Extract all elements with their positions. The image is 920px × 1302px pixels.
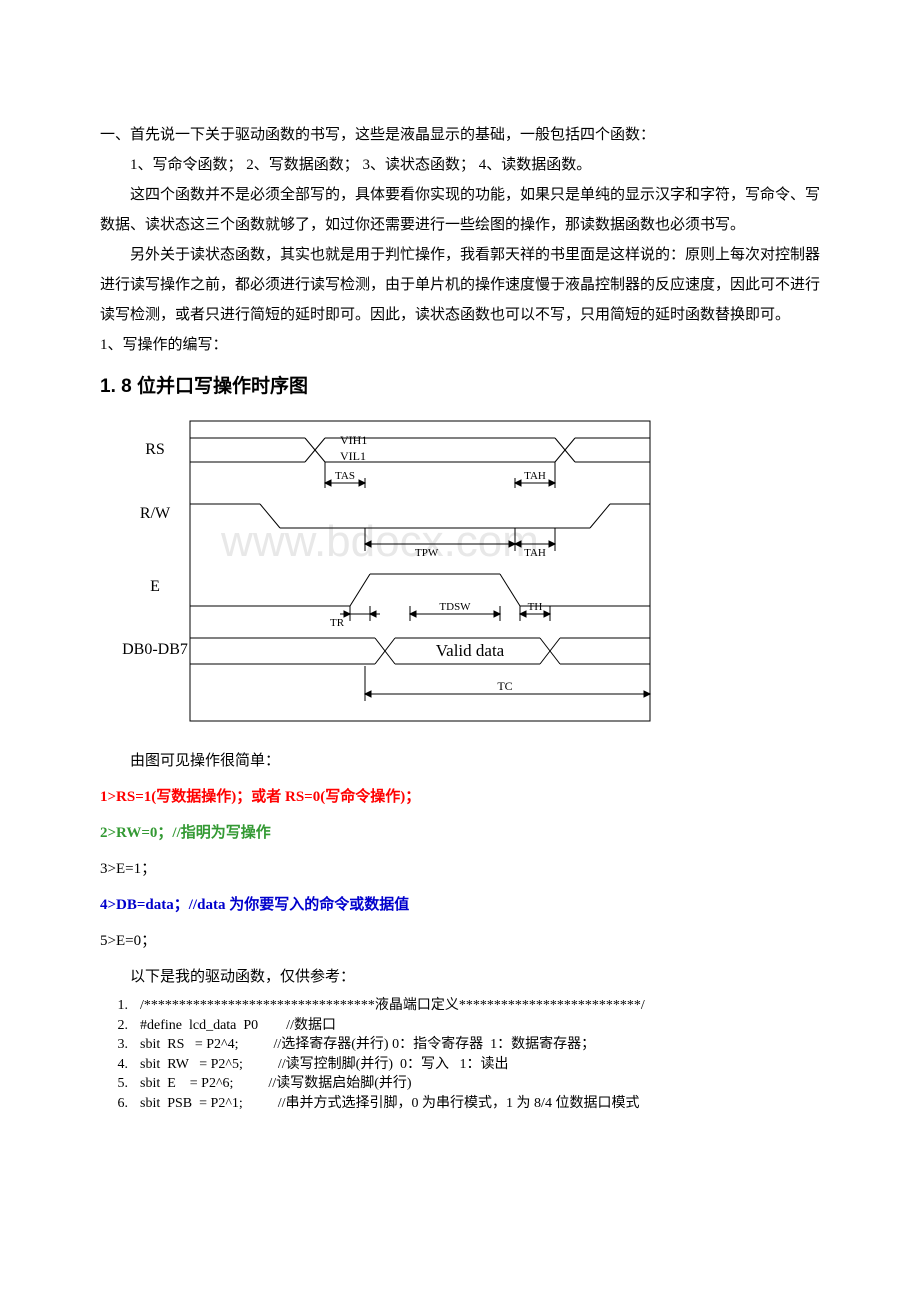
code-row: 4. sbit RW = P2^5; //读写控制脚(并行) 0：写入 1：读出 [100, 1055, 820, 1075]
para-2: 1、写命令函数； 2、写数据函数； 3、读状态函数； 4、读数据函数。 [100, 150, 820, 180]
code-row: 1. /*********************************液晶端口… [100, 996, 820, 1016]
label-tas: TAS [335, 470, 355, 482]
label-rs: RS [145, 441, 165, 458]
label-vil1: VIL1 [340, 449, 366, 463]
label-tah2: TAH [524, 547, 546, 559]
code-intro: 以下是我的驱动函数，仅供参考： [100, 962, 820, 992]
code-text: sbit E = P2^6; //读写数据启始脚(并行) [140, 1074, 412, 1094]
code-text: /*********************************液晶端口定义… [140, 996, 645, 1016]
label-tah1: TAH [524, 470, 546, 482]
code-num: 2. [100, 1016, 128, 1036]
label-valid-data: Valid data [436, 641, 505, 660]
label-tr: TR [330, 617, 345, 629]
code-row: 2. #define lcd_data P0 //数据口 [100, 1016, 820, 1036]
label-tpw: TPW [415, 547, 439, 559]
code-num: 1. [100, 996, 128, 1016]
para-3: 这四个函数并不是必须全部写的，具体要看你实现的功能，如果只是单纯的显示汉字和字符… [100, 180, 820, 240]
code-num: 5. [100, 1074, 128, 1094]
step-5: 5>E=0； [100, 926, 820, 956]
section-title: 1. 8 位并口写操作时序图 [100, 368, 820, 406]
code-text: sbit RS = P2^4; //选择寄存器(并行) 0：指令寄存器 1：数据… [140, 1035, 595, 1055]
label-vih1: VIH1 [340, 433, 367, 447]
label-tdsw: TDSW [439, 601, 471, 613]
label-rw: R/W [140, 505, 171, 522]
code-text: #define lcd_data P0 //数据口 [140, 1016, 336, 1036]
code-num: 4. [100, 1055, 128, 1075]
code-block: 1. /*********************************液晶端口… [100, 996, 820, 1114]
code-text: sbit RW = P2^5; //读写控制脚(并行) 0：写入 1：读出 [140, 1055, 509, 1075]
code-num: 3. [100, 1035, 128, 1055]
step-1: 1>RS=1(写数据操作)；或者 RS=0(写命令操作)； [100, 782, 820, 812]
step-2: 2>RW=0；//指明为写操作 [100, 818, 820, 848]
label-db: DB0-DB7 [122, 641, 188, 658]
label-tc: TC [497, 679, 512, 693]
code-row: 5. sbit E = P2^6; //读写数据启始脚(并行) [100, 1074, 820, 1094]
para-1: 一、首先说一下关于驱动函数的书写，这些是液晶显示的基础，一般包括四个函数： [100, 120, 820, 150]
para-4: 另外关于读状态函数，其实也就是用于判忙操作，我看郭天祥的书里面是这样说的：原则上… [100, 240, 820, 330]
para-5: 1、写操作的编写： [100, 330, 820, 360]
step-4: 4>DB=data；//data 为你要写入的命令或数据值 [100, 890, 820, 920]
label-th: TH [528, 601, 543, 613]
code-text: sbit PSB = P2^1; //串并方式选择引脚，0 为串行模式，1 为 … [140, 1094, 639, 1114]
code-row: 3. sbit RS = P2^4; //选择寄存器(并行) 0：指令寄存器 1：… [100, 1035, 820, 1055]
step-3: 3>E=1； [100, 854, 820, 884]
watermark-text: www.bdocx.com [220, 517, 539, 566]
page-content: 一、首先说一下关于驱动函数的书写，这些是液晶显示的基础，一般包括四个函数： 1、… [0, 0, 920, 1174]
code-row: 6. sbit PSB = P2^1; //串并方式选择引脚，0 为串行模式，1 … [100, 1094, 820, 1114]
code-num: 6. [100, 1094, 128, 1114]
para-after-diagram: 由图可见操作很简单： [100, 746, 820, 776]
timing-diagram: www.bdocx.com RS R/W E DB0-DB7 [100, 416, 820, 726]
label-e: E [150, 578, 160, 595]
